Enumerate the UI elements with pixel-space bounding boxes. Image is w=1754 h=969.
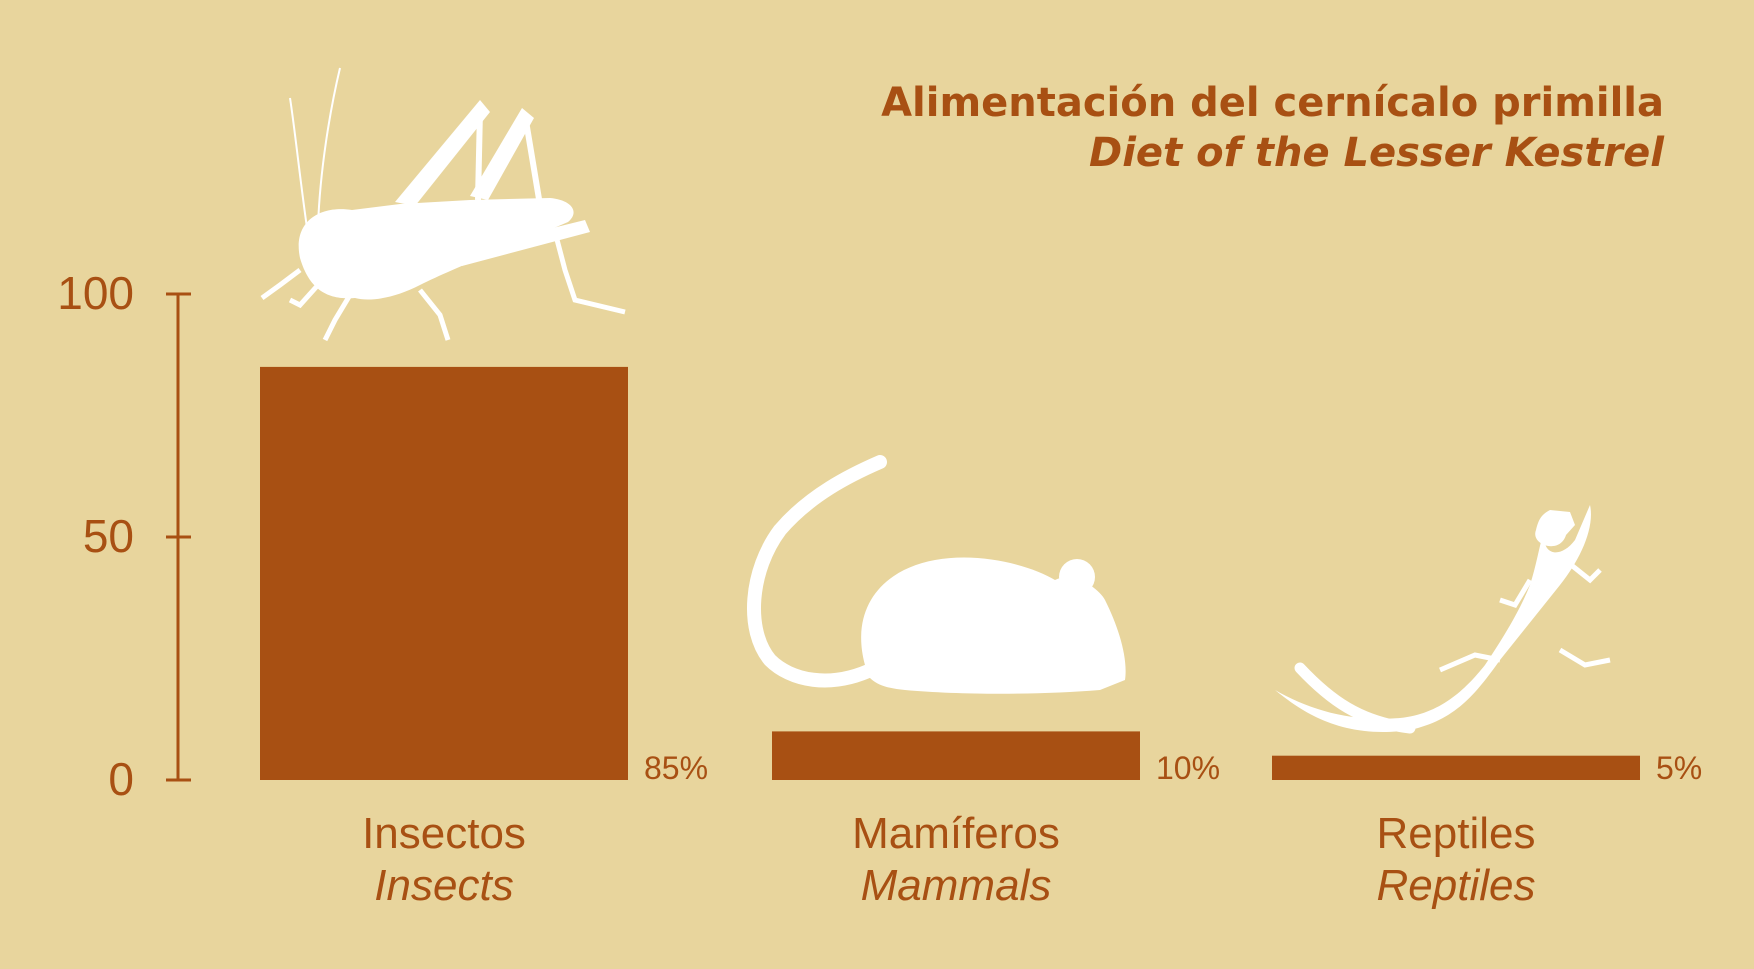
bar-mammals xyxy=(772,731,1140,780)
category-label-es: Mamíferos xyxy=(852,809,1060,858)
data-label: 85% xyxy=(644,750,709,786)
category-label-en: Insects xyxy=(374,861,514,910)
data-label: 5% xyxy=(1656,750,1703,786)
mouse-icon xyxy=(747,455,1126,694)
chart-title: Alimentación del cernícalo primilla xyxy=(881,80,1664,126)
x-category-label: Reptiles Reptiles xyxy=(1246,808,1666,912)
category-label-es: Reptiles xyxy=(1376,809,1536,858)
y-tick-label: 50 xyxy=(82,510,134,562)
chart-subtitle: Diet of the Lesser Kestrel xyxy=(1089,130,1664,176)
grasshopper-icon xyxy=(260,67,626,342)
y-tick-label: 100 xyxy=(57,267,134,319)
x-category-label: Insectos Insects xyxy=(234,808,654,912)
category-label-en: Reptiles xyxy=(1376,861,1536,910)
category-label-en: Mammals xyxy=(860,861,1052,910)
bar-reptiles xyxy=(1272,755,1640,780)
y-tick-label: 0 xyxy=(108,753,134,805)
bar-insects xyxy=(260,366,628,780)
x-category-label: Mamíferos Mammals xyxy=(746,808,1166,912)
chart-title-block: Alimentación del cernícalo primilla Diet… xyxy=(881,78,1664,178)
category-label-es: Insectos xyxy=(362,809,526,858)
lizard-icon xyxy=(1275,505,1611,734)
data-label: 10% xyxy=(1156,750,1221,786)
